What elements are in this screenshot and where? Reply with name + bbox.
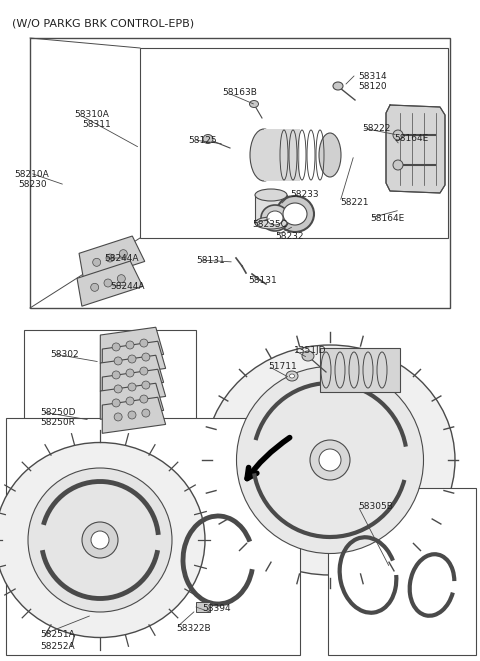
Text: 58305B: 58305B [358, 502, 393, 511]
Ellipse shape [112, 343, 120, 351]
Text: 58235C: 58235C [252, 220, 287, 229]
Ellipse shape [250, 129, 278, 181]
Ellipse shape [112, 371, 120, 379]
Text: 58163B: 58163B [222, 88, 257, 97]
Ellipse shape [261, 205, 289, 231]
Text: 58252A: 58252A [40, 642, 74, 651]
Polygon shape [77, 261, 143, 306]
Bar [24, 330, 196, 430]
Text: 58310A: 58310A [74, 110, 109, 119]
Ellipse shape [126, 397, 134, 405]
Bar [255, 195, 287, 223]
Ellipse shape [126, 369, 134, 377]
Ellipse shape [393, 160, 403, 170]
Ellipse shape [140, 395, 148, 403]
Ellipse shape [205, 345, 455, 575]
Text: 58322B: 58322B [176, 624, 211, 633]
Ellipse shape [28, 468, 172, 612]
Ellipse shape [255, 217, 287, 229]
Ellipse shape [128, 383, 136, 391]
Text: 58311: 58311 [82, 120, 111, 129]
Bar [196, 602, 210, 612]
Text: 58232: 58232 [275, 232, 303, 241]
Bar [140, 48, 448, 238]
Ellipse shape [91, 531, 109, 549]
Bar [320, 348, 400, 392]
Text: 58210A: 58210A [14, 170, 49, 179]
Ellipse shape [140, 339, 148, 347]
Ellipse shape [114, 413, 122, 421]
Text: 58222: 58222 [362, 124, 390, 133]
Ellipse shape [0, 442, 205, 637]
Ellipse shape [319, 449, 341, 471]
Text: 58164E: 58164E [394, 134, 428, 143]
Ellipse shape [91, 284, 99, 292]
Ellipse shape [93, 258, 101, 266]
Text: 58233: 58233 [290, 190, 319, 199]
Text: 58230: 58230 [18, 180, 47, 189]
Text: (W/O PARKG BRK CONTROL-EPB): (W/O PARKG BRK CONTROL-EPB) [12, 18, 194, 28]
Ellipse shape [142, 409, 150, 417]
Ellipse shape [106, 254, 114, 262]
Ellipse shape [128, 355, 136, 363]
Ellipse shape [203, 134, 213, 143]
Ellipse shape [286, 371, 298, 381]
Text: 58164E: 58164E [370, 214, 404, 223]
Text: 58221: 58221 [340, 198, 369, 207]
Text: 58125: 58125 [188, 136, 216, 145]
Text: 58250D: 58250D [40, 408, 75, 417]
Text: 58302: 58302 [50, 350, 79, 359]
Ellipse shape [310, 440, 350, 480]
Ellipse shape [112, 399, 120, 407]
Ellipse shape [267, 211, 283, 225]
Ellipse shape [319, 133, 341, 177]
Ellipse shape [393, 130, 403, 140]
Ellipse shape [142, 381, 150, 389]
Text: 58244A: 58244A [110, 282, 144, 291]
Text: 58250R: 58250R [40, 418, 75, 427]
Ellipse shape [114, 385, 122, 393]
Ellipse shape [283, 203, 307, 225]
Text: 58244A: 58244A [104, 254, 139, 263]
Text: 58131: 58131 [196, 256, 225, 265]
Text: 58394: 58394 [202, 604, 230, 613]
Ellipse shape [140, 367, 148, 375]
Ellipse shape [237, 366, 423, 553]
Bar [328, 488, 476, 655]
Ellipse shape [142, 353, 150, 361]
Ellipse shape [333, 82, 343, 90]
Bar [6, 418, 300, 655]
Text: 58120: 58120 [358, 82, 386, 91]
Ellipse shape [114, 357, 122, 365]
Text: 58251A: 58251A [40, 630, 75, 639]
Ellipse shape [82, 522, 118, 558]
Text: 1351JD: 1351JD [294, 346, 326, 355]
Ellipse shape [117, 275, 125, 283]
Ellipse shape [120, 250, 127, 258]
Polygon shape [386, 105, 445, 193]
Polygon shape [102, 397, 166, 434]
Text: 58314: 58314 [358, 72, 386, 81]
Text: 51711: 51711 [268, 362, 297, 371]
Polygon shape [100, 355, 164, 391]
Ellipse shape [128, 411, 136, 419]
Ellipse shape [255, 189, 287, 201]
Ellipse shape [289, 374, 295, 378]
Bar [30, 38, 450, 308]
Ellipse shape [104, 279, 112, 287]
Text: 58131: 58131 [248, 276, 277, 285]
Polygon shape [102, 341, 166, 377]
Ellipse shape [250, 100, 259, 108]
Polygon shape [79, 236, 145, 281]
Polygon shape [100, 327, 164, 364]
Bar [264, 129, 300, 181]
Ellipse shape [276, 196, 314, 232]
Ellipse shape [302, 351, 314, 361]
Ellipse shape [126, 341, 134, 349]
Polygon shape [100, 383, 164, 419]
Polygon shape [102, 369, 166, 405]
